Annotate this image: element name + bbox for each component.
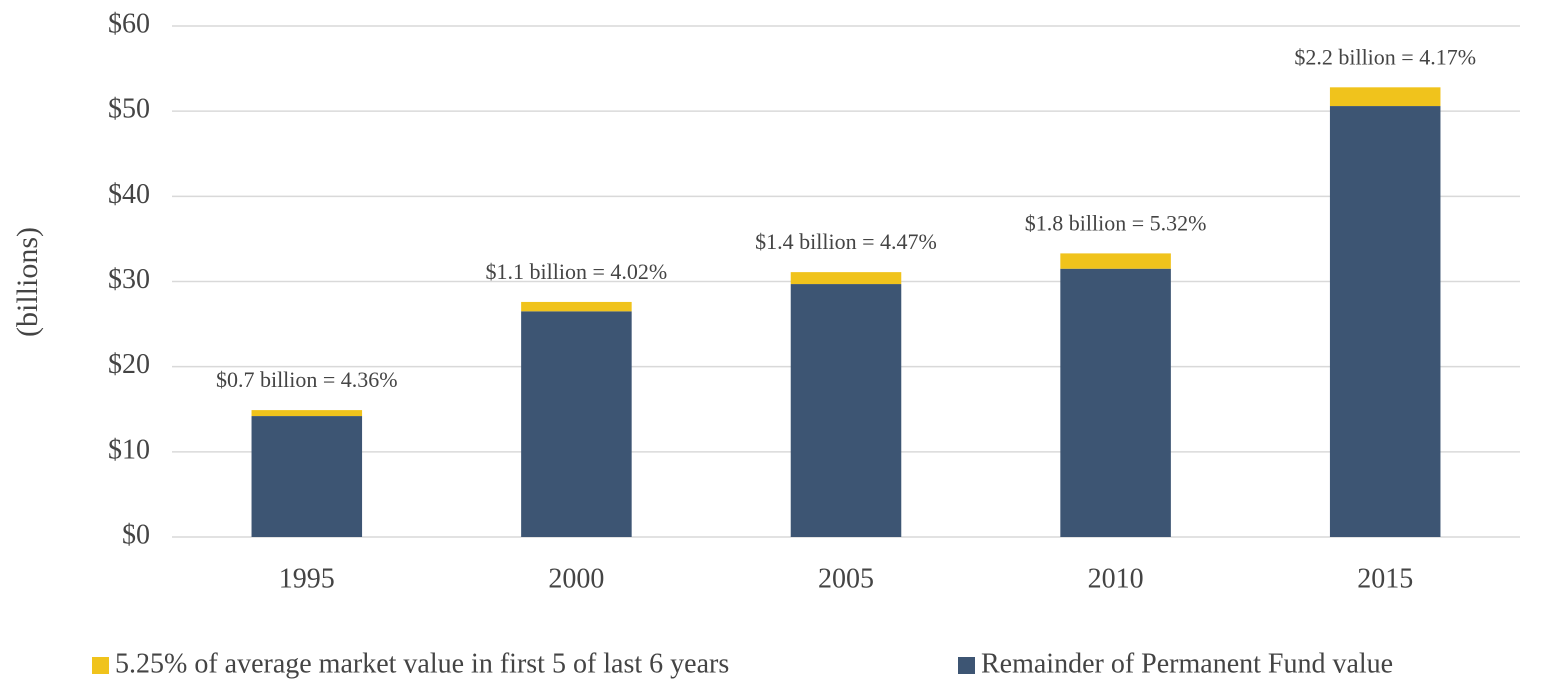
x-tick-label: 1995	[279, 563, 335, 594]
y-tick-label: $0	[122, 519, 150, 550]
bar-segment	[521, 311, 632, 537]
x-tick-label: 2005	[818, 563, 874, 594]
legend-swatch	[958, 657, 975, 674]
bar-segment	[251, 416, 363, 537]
bar-segment	[790, 284, 902, 537]
bar-segment	[1329, 87, 1441, 107]
data-label: $1.1 billion = 4.02%	[486, 259, 668, 284]
y-tick-label: $30	[108, 264, 150, 295]
legend-swatch	[92, 657, 109, 674]
y-tick-label: $40	[108, 179, 150, 210]
y-axis-label: (billions)	[11, 227, 44, 337]
bar-segment	[251, 410, 363, 417]
y-tick-label: $50	[108, 94, 150, 125]
x-tick-label: 2010	[1088, 563, 1144, 594]
legend-label: 5.25% of average market value in first 5…	[115, 648, 729, 679]
data-label: $0.7 billion = 4.36%	[216, 367, 398, 392]
x-tick-label: 2015	[1357, 563, 1413, 594]
bar-segment	[1060, 253, 1171, 269]
bar-segment	[790, 272, 902, 285]
bar-segment	[521, 301, 632, 312]
data-label: $1.4 billion = 4.47%	[755, 229, 937, 254]
y-tick-label: $20	[108, 349, 150, 380]
bar-segment	[1060, 268, 1171, 537]
y-tick-label: $60	[108, 8, 150, 39]
x-tick-label: 2000	[548, 563, 604, 594]
data-label: $1.8 billion = 5.32%	[1025, 210, 1207, 235]
data-label: $2.2 billion = 4.17%	[1294, 44, 1476, 69]
y-tick-label: $10	[108, 434, 150, 465]
bar-segment	[1329, 106, 1441, 537]
legend-label: Remainder of Permanent Fund value	[981, 648, 1393, 679]
